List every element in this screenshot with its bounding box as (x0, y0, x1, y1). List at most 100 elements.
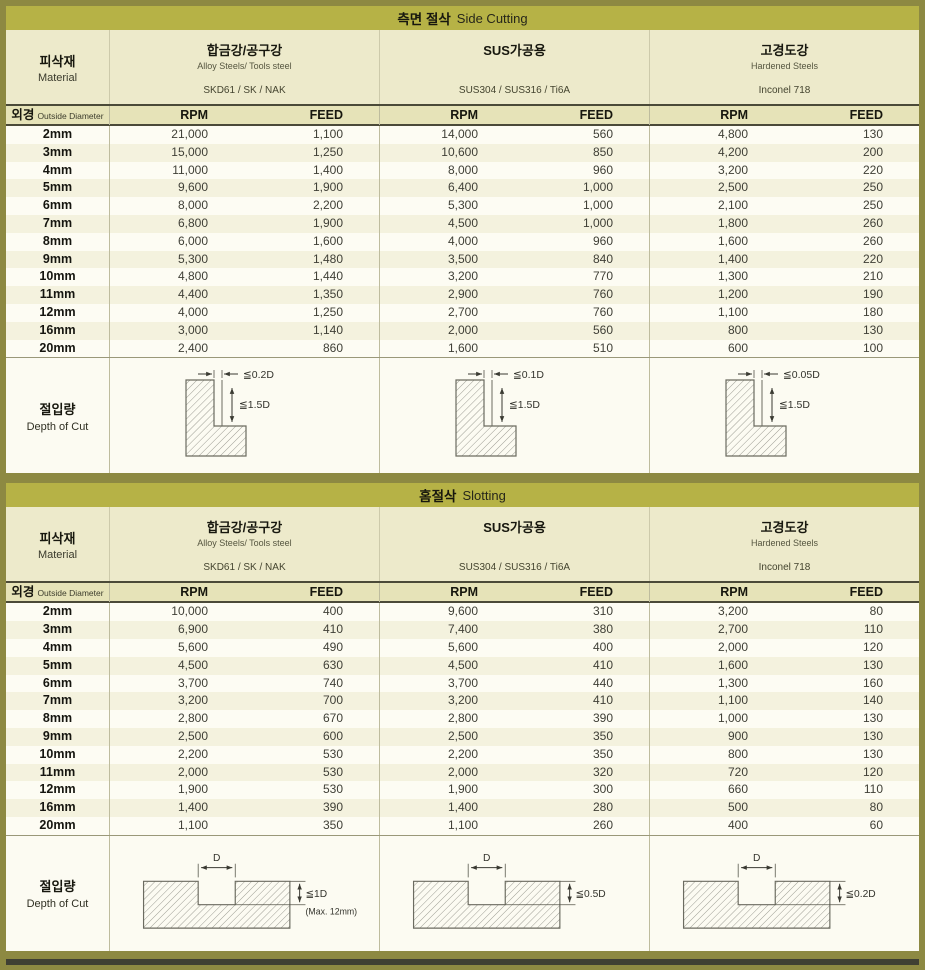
diameter-cell: 4mm (42, 162, 73, 177)
outside-diameter-header: 외경 Outside Diameter (6, 106, 109, 125)
svg-text:≦1D: ≦1D (305, 889, 327, 900)
feed-column-header: FEED (579, 108, 613, 122)
feed-column-header: FEED (309, 585, 343, 600)
rpm-value: 5,600 (379, 638, 514, 657)
data-row-12mm: 12mm 1,900 530 1,900 300 660 110 (6, 781, 919, 800)
rpm-value: 14,000 (379, 126, 514, 144)
feed-value: 530 (322, 782, 343, 797)
feed-value: 280 (592, 800, 613, 815)
rpm-value: 4,000 (109, 303, 244, 322)
feed-value: 840 (592, 251, 613, 266)
material-name: 고경도강 Hardened Steels (751, 517, 818, 548)
diameter-cell: 5mm (42, 180, 73, 195)
feed-value: 860 (322, 340, 343, 355)
rpm-value: 2,500 (649, 179, 784, 198)
rpm-value: 4,400 (109, 286, 244, 304)
rpm-value: 2,800 (109, 710, 244, 728)
rpm-value: 3,200 (379, 268, 514, 287)
feed-value: 300 (592, 782, 613, 797)
feed-value: 310 (592, 604, 613, 619)
rpm-value: 3,000 (109, 321, 244, 340)
rpm-value: 3,700 (109, 674, 244, 693)
diameter-cell: 7mm (42, 215, 73, 230)
side-cut-depth-diagram: ≦0.05D ≦1.5D (724, 369, 820, 457)
data-row-20mm: 20mm 2,400 860 1,600 510 600 100 (6, 339, 919, 358)
svg-text:≦1.5D: ≦1.5D (779, 399, 810, 411)
rpm-value: 900 (649, 727, 784, 746)
rpm-value: 5,300 (109, 250, 244, 269)
rpm-value: 2,000 (109, 763, 244, 782)
feed-value: 260 (592, 817, 613, 832)
feed-value: 220 (862, 162, 883, 177)
rpm-value: 3,200 (649, 161, 784, 180)
feed-value: 110 (863, 782, 883, 797)
rpm-value: 400 (649, 816, 784, 835)
speeds-feeds-sheet: 측면 절삭 Side Cutting 피삭재 Material 합금강/공구강 Alloy… (6, 6, 919, 965)
feed-column-header: FEED (579, 585, 613, 600)
depth-of-cut-label: 절입량 Depth of Cut (6, 836, 109, 951)
depth-of-cut-row: 절입량 Depth of Cut D ≦1D (Max. 12mm) D ≦0.5D D ≦0.… (6, 834, 919, 951)
feed-value: 1,000 (582, 180, 613, 195)
material-name: 고경도강 Hardened Steels (751, 40, 818, 71)
feed-value: 760 (592, 304, 613, 319)
feed-value: 1,100 (312, 127, 343, 141)
data-row-4mm: 4mm 11,000 1,400 8,000 960 3,200 220 (6, 161, 919, 180)
rpm-value: 1,300 (649, 674, 784, 693)
feed-value: 400 (322, 604, 343, 619)
rpm-value: 1,600 (379, 339, 514, 358)
material-grades: SUS304 / SUS316 / Ti6A (458, 85, 571, 96)
feed-value: 560 (592, 322, 613, 337)
feed-column-header: FEED (309, 108, 343, 122)
data-row-16mm: 16mm 3,000 1,140 2,000 560 800 130 (6, 321, 919, 340)
rpm-value: 4,000 (379, 232, 514, 251)
svg-text:≦1.5D: ≦1.5D (239, 399, 270, 411)
data-row-8mm: 8mm 6,000 1,600 4,000 960 1,600 260 (6, 232, 919, 251)
feed-value: 1,000 (582, 215, 613, 230)
depth-diagram-cell: ≦0.2D ≦1.5D (109, 358, 379, 474)
data-row-10mm: 10mm 2,200 530 2,200 350 800 130 (6, 745, 919, 764)
data-row-7mm: 7mm 6,800 1,900 4,500 1,000 1,800 260 (6, 214, 919, 233)
material-name: 합금강/공구강 Alloy Steels/ Tools steel (197, 517, 291, 548)
material-header-2: SUS가공용 SUS304 / SUS316 / Ti6A (379, 30, 649, 104)
rpm-value: 2,900 (379, 286, 514, 304)
feed-value: 760 (592, 287, 613, 302)
rpm-value: 2,000 (379, 321, 514, 340)
rpm-value: 8,000 (109, 197, 244, 215)
data-row-11mm: 11mm 4,400 1,350 2,900 760 1,200 190 (6, 286, 919, 304)
data-row-8mm: 8mm 2,800 670 2,800 390 1,000 130 (6, 710, 919, 728)
feed-value: 530 (322, 764, 343, 779)
material-name-english: Hardened Steels (750, 538, 819, 549)
feed-value: 530 (322, 746, 343, 761)
material-grades: SUS304 / SUS316 / Ti6A (458, 562, 571, 574)
diameter-cell: 8mm (42, 711, 73, 726)
feed-value: 140 (862, 693, 883, 708)
feed-value: 440 (592, 675, 613, 690)
rpm-value: 1,400 (649, 250, 784, 269)
feed-value: 120 (862, 764, 883, 779)
diameter-cell: 3mm (42, 622, 73, 637)
feed-value: 1,480 (312, 251, 343, 266)
rpm-value: 2,800 (379, 710, 514, 728)
table-title: 홈절삭 Slotting (6, 483, 919, 508)
svg-text:≦0.2D: ≦0.2D (845, 889, 875, 900)
feed-value: 410 (592, 657, 613, 672)
feed-value: 220 (862, 251, 883, 266)
feed-value: 490 (322, 639, 343, 654)
rpm-column-header: RPM (379, 106, 514, 125)
rpm-value: 2,500 (379, 727, 514, 746)
material-label-english: Material (37, 548, 78, 561)
rpm-value: 3,500 (379, 250, 514, 269)
feed-value: 960 (592, 233, 613, 248)
material-name: SUS가공용 (483, 40, 546, 59)
feed-value: 190 (862, 287, 883, 302)
feed-value: 100 (862, 340, 883, 355)
slot-depth-diagram: D ≦0.5D (412, 853, 605, 929)
rpm-value: 4,500 (109, 656, 244, 675)
rpm-column-header: RPM (109, 583, 244, 603)
feed-value: 400 (592, 639, 613, 654)
rpm-value: 3,200 (649, 603, 784, 622)
depth-of-cut-row: 절입량 Depth of Cut ≦0.2D ≦1.5D ≦0.1D ≦1.5D ≦0.05… (6, 357, 919, 474)
material-label-korean: 피삭재 (39, 530, 76, 546)
depth-label-english: Depth of Cut (26, 898, 89, 911)
feed-column-header: FEED (849, 585, 883, 600)
